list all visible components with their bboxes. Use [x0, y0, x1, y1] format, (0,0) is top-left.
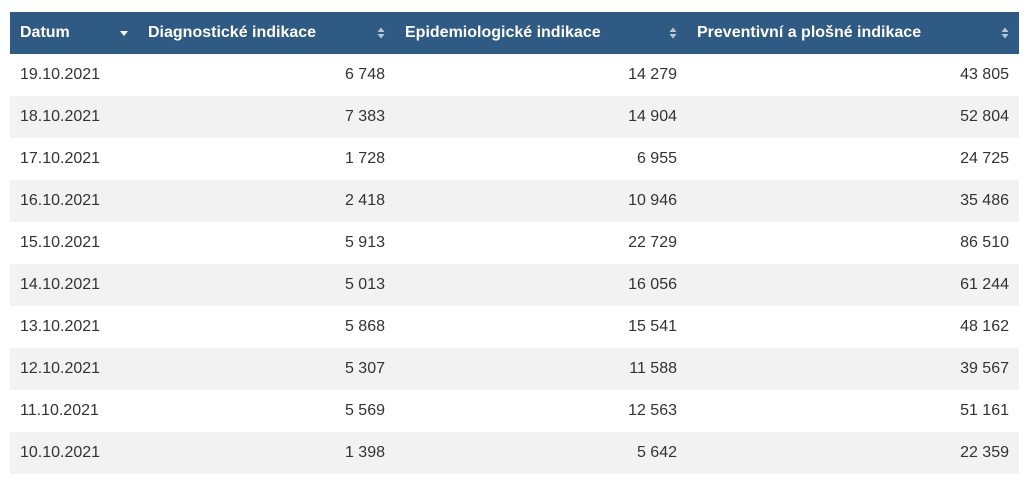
cell-epidemiologicke: 11 588 [629, 360, 677, 377]
cell-preventivni: 43 805 [960, 66, 1009, 83]
cell-datum: 12.10.2021 [20, 360, 101, 377]
sort-desc-icon [119, 26, 129, 40]
cell-datum: 15.10.2021 [20, 234, 101, 251]
table-row: 13.10.2021 5 868 15 541 48 162 [10, 306, 1019, 348]
cell-epidemiologicke: 22 729 [628, 234, 677, 251]
data-table: Datum Diagnostické indikace Epidemiologi… [10, 12, 1019, 474]
table-row: 14.10.2021 5 013 16 056 61 244 [10, 264, 1019, 306]
cell-datum: 10.10.2021 [20, 444, 101, 461]
cell-diagnosticke: 5 013 [344, 276, 385, 293]
cell-epidemiologicke: 14 279 [628, 66, 677, 83]
cell-epidemiologicke: 16 056 [628, 276, 677, 293]
table-header: Datum Diagnostické indikace Epidemiologi… [10, 12, 1019, 54]
cell-datum: 13.10.2021 [20, 318, 101, 335]
cell-preventivni: 86 510 [960, 234, 1009, 251]
table-row: 16.10.2021 2 418 10 946 35 486 [10, 180, 1019, 222]
cell-diagnosticke: 5 307 [344, 360, 385, 377]
cell-diagnosticke: 5 913 [344, 234, 385, 251]
sort-both-icon [376, 26, 386, 40]
table-row: 12.10.2021 5 307 11 588 39 567 [10, 348, 1019, 390]
table-row: 19.10.2021 6 748 14 279 43 805 [10, 54, 1019, 96]
cell-preventivni: 35 486 [960, 192, 1009, 209]
cell-diagnosticke: 1 398 [344, 444, 385, 461]
cell-datum: 18.10.2021 [20, 108, 101, 125]
table-row: 10.10.2021 1 398 5 642 22 359 [10, 432, 1019, 474]
column-header-label: Epidemiologické indikace [405, 24, 601, 41]
cell-diagnosticke: 1 728 [344, 150, 385, 167]
cell-epidemiologicke: 6 955 [636, 150, 677, 167]
cell-epidemiologicke: 10 946 [628, 192, 677, 209]
cell-preventivni: 51 161 [960, 402, 1009, 419]
table-row: 11.10.2021 5 569 12 563 51 161 [10, 390, 1019, 432]
cell-epidemiologicke: 15 541 [628, 318, 677, 335]
cell-diagnosticke: 5 569 [344, 402, 385, 419]
cell-diagnosticke: 5 868 [344, 318, 385, 335]
cell-datum: 19.10.2021 [20, 66, 101, 83]
data-table-container: Datum Diagnostické indikace Epidemiologi… [10, 12, 1019, 474]
header-row: Datum Diagnostické indikace Epidemiologi… [10, 12, 1019, 54]
cell-datum: 16.10.2021 [20, 192, 101, 209]
cell-diagnosticke: 6 748 [344, 66, 385, 83]
cell-preventivni: 39 567 [960, 360, 1009, 377]
cell-epidemiologicke: 14 904 [628, 108, 677, 125]
cell-epidemiologicke: 5 642 [636, 444, 677, 461]
cell-epidemiologicke: 12 563 [628, 402, 677, 419]
table-row: 15.10.2021 5 913 22 729 86 510 [10, 222, 1019, 264]
column-header-label: Datum [20, 24, 70, 41]
column-header-epidemiologicke[interactable]: Epidemiologické indikace [395, 12, 687, 54]
table-row: 17.10.2021 1 728 6 955 24 725 [10, 138, 1019, 180]
cell-preventivni: 61 244 [960, 276, 1009, 293]
cell-preventivni: 48 162 [960, 318, 1009, 335]
cell-diagnosticke: 7 383 [344, 108, 385, 125]
cell-datum: 14.10.2021 [20, 276, 101, 293]
column-header-diagnosticke[interactable]: Diagnostické indikace [138, 12, 395, 54]
cell-preventivni: 52 804 [960, 108, 1009, 125]
sort-both-icon [668, 26, 678, 40]
sort-both-icon [1000, 26, 1010, 40]
column-header-label: Diagnostické indikace [148, 24, 317, 41]
table-row: 18.10.2021 7 383 14 904 52 804 [10, 96, 1019, 138]
cell-datum: 11.10.2021 [20, 402, 99, 419]
column-header-label: Preventivní a plošné indikace [697, 24, 922, 41]
cell-diagnosticke: 2 418 [344, 192, 385, 209]
column-header-datum[interactable]: Datum [10, 12, 138, 54]
table-body: 19.10.2021 6 748 14 279 43 805 18.10.2021 7 3… [10, 54, 1019, 474]
column-header-preventivni[interactable]: Preventivní a plošné indikace [687, 12, 1019, 54]
cell-preventivni: 22 359 [960, 444, 1009, 461]
cell-preventivni: 24 725 [960, 150, 1009, 167]
cell-datum: 17.10.2021 [20, 150, 101, 167]
